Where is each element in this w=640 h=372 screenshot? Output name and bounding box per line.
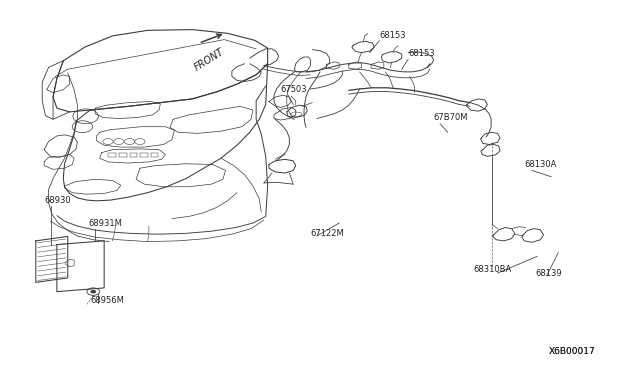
Text: 68139: 68139 [536, 269, 563, 278]
Text: 67B70M: 67B70M [434, 113, 468, 122]
Text: 68930: 68930 [44, 196, 71, 205]
Text: 68310BA: 68310BA [473, 265, 511, 274]
Text: X6B00017: X6B00017 [548, 347, 595, 356]
Text: 68956M: 68956M [90, 296, 124, 305]
Text: 67122M: 67122M [310, 229, 344, 238]
Text: 68130A: 68130A [524, 160, 557, 169]
Text: FRONT: FRONT [192, 46, 226, 73]
Text: X6B00017: X6B00017 [548, 347, 595, 356]
Text: 68153: 68153 [408, 49, 435, 58]
Circle shape [91, 290, 96, 293]
Text: 68931M: 68931M [89, 218, 123, 228]
Text: 67503: 67503 [280, 85, 307, 94]
Text: 68153: 68153 [380, 31, 406, 39]
